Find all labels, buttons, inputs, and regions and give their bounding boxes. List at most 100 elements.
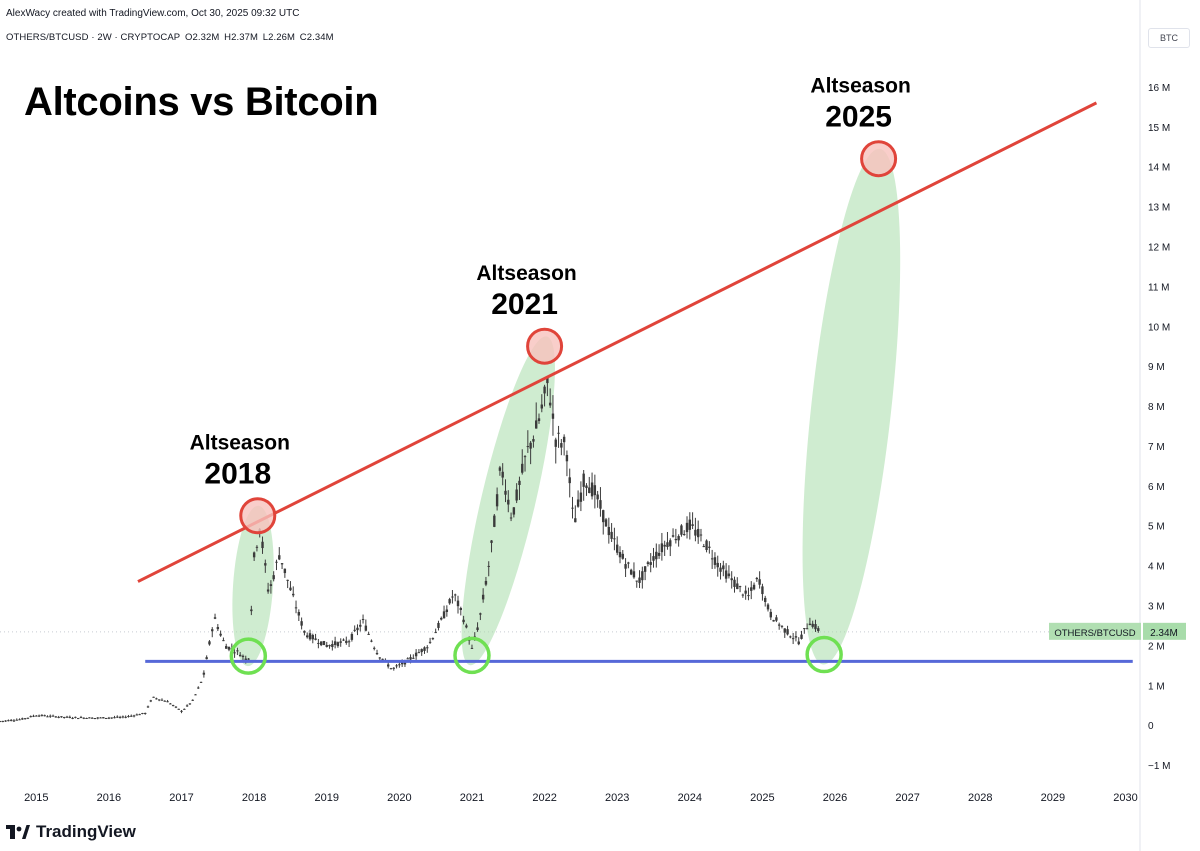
candle-body	[152, 696, 155, 698]
candle-body	[0, 721, 2, 723]
candle-body	[141, 712, 144, 714]
currency-badge[interactable]: BTC	[1148, 28, 1190, 48]
candle-body	[32, 715, 35, 717]
candle-body	[199, 681, 203, 683]
candle-body	[400, 662, 404, 665]
candle-body	[713, 557, 717, 565]
candle-body	[465, 625, 468, 628]
candle-body	[247, 658, 250, 660]
candle-body	[574, 518, 577, 523]
candle-body	[476, 627, 479, 631]
candle-body	[331, 643, 334, 648]
candle-body	[702, 546, 705, 548]
candle-body	[797, 641, 800, 645]
candle-body	[691, 524, 694, 526]
candle-body	[146, 706, 150, 708]
candle-body	[484, 580, 488, 585]
candle-body	[144, 712, 147, 714]
candle-body	[540, 404, 543, 409]
candle-body	[107, 717, 111, 719]
candle-body	[238, 654, 242, 657]
candle-body	[174, 706, 178, 708]
candle-body	[677, 536, 680, 541]
candle-body	[29, 716, 32, 718]
candle-body	[300, 621, 303, 626]
candle-body	[222, 640, 225, 642]
candle-body	[250, 609, 253, 612]
candle-body	[359, 624, 362, 627]
candle-body	[183, 708, 186, 710]
x-tick-label: 2025	[750, 792, 774, 804]
candle-body	[306, 635, 309, 638]
candle-body	[88, 717, 91, 719]
candle-body	[680, 525, 683, 535]
x-tick-label: 2029	[1041, 792, 1065, 804]
candle-body	[532, 439, 535, 442]
candle-body	[171, 705, 175, 707]
candle-body	[319, 641, 323, 646]
candle-body	[350, 634, 354, 640]
candle-body	[803, 628, 806, 630]
candle-body	[509, 517, 513, 519]
candle-body	[264, 563, 267, 566]
tradingview-logo[interactable]: TradingView	[6, 822, 136, 842]
y-tick-label: 15 M	[1148, 123, 1170, 134]
candle-body	[669, 540, 672, 547]
candle-body	[225, 646, 228, 649]
candle-body	[37, 715, 41, 717]
candle-body	[381, 658, 384, 660]
candle-body	[666, 542, 669, 547]
candle-body	[811, 623, 814, 627]
altseason-year: 2021	[491, 288, 558, 321]
candle-body	[322, 641, 326, 646]
candle-body	[479, 613, 482, 615]
candle-body	[102, 717, 105, 719]
bottom-marker	[805, 635, 843, 674]
candle-body	[602, 510, 605, 523]
x-tick-label: 2016	[97, 792, 121, 804]
x-tick-label: 2030	[1113, 792, 1137, 804]
candle-body	[57, 716, 60, 718]
symbol-name[interactable]: OTHERS/BTCUSD · 2W · CRYPTOCAP	[6, 32, 181, 43]
y-tick-label: 12 M	[1148, 242, 1170, 253]
candle-body	[727, 573, 731, 577]
candle-body	[565, 454, 569, 462]
candle-body	[15, 719, 18, 721]
candle-body	[93, 718, 97, 720]
candle-body	[155, 698, 158, 700]
candle-body	[132, 715, 136, 717]
candle-body	[213, 617, 217, 619]
candle-body	[434, 632, 437, 634]
tradingview-brand: TradingView	[36, 822, 136, 841]
candle-body	[135, 714, 139, 716]
candle-body	[303, 630, 306, 633]
candle-body	[688, 519, 692, 530]
altseason-label: Altseason	[190, 432, 290, 455]
candle-body	[805, 628, 809, 630]
candle-body	[185, 705, 189, 707]
candle-body	[696, 528, 700, 538]
candle-body	[4, 720, 7, 722]
candle-body	[205, 657, 208, 660]
candle-body	[317, 642, 320, 644]
candle-body	[663, 544, 666, 547]
candle-body	[607, 526, 611, 536]
candle-body	[481, 594, 485, 600]
candle-body	[521, 463, 524, 473]
x-tick-label: 2019	[315, 792, 339, 804]
candle-body	[593, 485, 597, 496]
candle-body	[283, 568, 287, 574]
candle-body	[694, 529, 697, 536]
x-tick-label: 2022	[532, 792, 556, 804]
candle-body	[336, 642, 340, 647]
candle-body	[370, 640, 373, 642]
candle-body	[26, 717, 30, 719]
candle-body	[543, 386, 546, 394]
candle-body	[761, 586, 764, 595]
candle-body	[68, 716, 72, 718]
candle-body	[113, 717, 116, 719]
candle-body	[470, 647, 474, 649]
x-tick-label: 2028	[968, 792, 992, 804]
candle-body	[716, 562, 719, 568]
